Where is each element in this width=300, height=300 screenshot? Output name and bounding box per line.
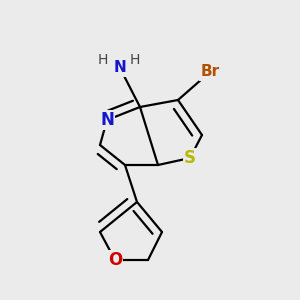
Text: H: H xyxy=(98,53,108,67)
Text: N: N xyxy=(100,111,114,129)
Text: H: H xyxy=(130,53,140,67)
Text: Br: Br xyxy=(200,64,220,80)
Text: O: O xyxy=(108,251,122,269)
Text: S: S xyxy=(184,149,196,167)
Text: N: N xyxy=(114,61,126,76)
